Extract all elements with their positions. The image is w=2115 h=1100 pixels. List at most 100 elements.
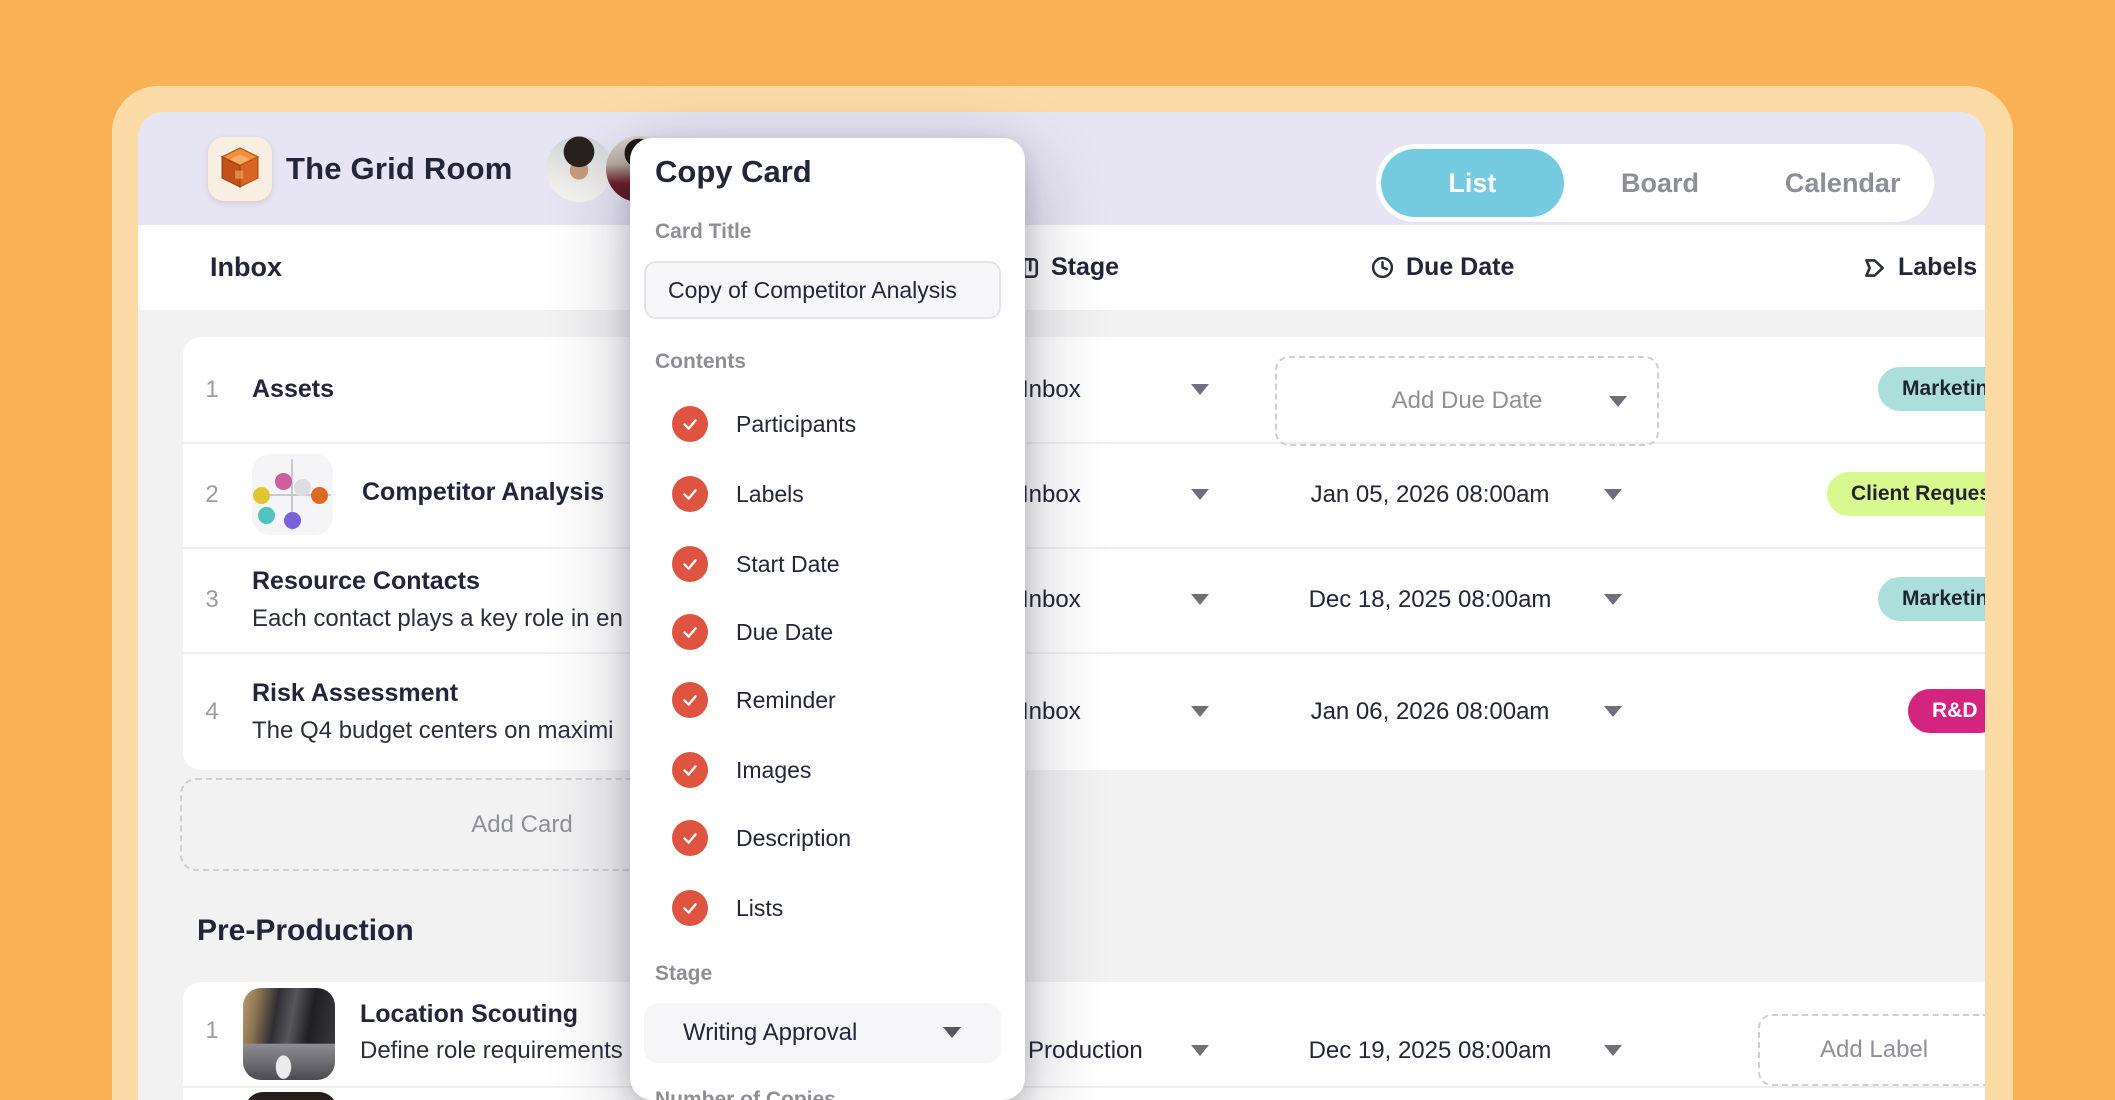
add-due-date-label: Add Due Date (1391, 387, 1543, 414)
chevron-down-icon (943, 1027, 961, 1038)
row-number: 4 (205, 698, 219, 725)
checkbox-label: Images (736, 756, 812, 783)
checkbox-row[interactable]: Description (672, 820, 851, 856)
column-header-due-date-label: Due Date (1406, 253, 1515, 281)
tab-calendar[interactable]: Calendar (1784, 167, 1901, 198)
stage-select[interactable]: Inbox (1022, 698, 1081, 725)
section-title-inbox: Inbox (210, 252, 282, 282)
checkbox-row[interactable]: Participants (672, 406, 856, 442)
checkbox-checked-icon[interactable] (672, 682, 708, 718)
chart-dot (311, 487, 329, 505)
chevron-down-icon[interactable] (1191, 1045, 1209, 1056)
chevron-down-icon[interactable] (1191, 489, 1209, 500)
chevron-down-icon (1609, 396, 1627, 407)
card-thumbnail-chart[interactable] (252, 454, 333, 535)
modal-title: Copy Card (655, 154, 812, 189)
clock-icon (1371, 256, 1394, 279)
card-title-label: Card Title (655, 220, 752, 243)
checkbox-label: Lists (736, 894, 784, 921)
chevron-down-icon[interactable] (1604, 594, 1622, 605)
card-title[interactable]: Location Scouting (360, 1000, 579, 1028)
chart-axis (253, 493, 332, 496)
chart-dot (284, 511, 302, 529)
checkbox-label: Labels (736, 480, 804, 507)
card-title[interactable]: Assets (252, 375, 334, 403)
stage-select[interactable]: Production (1028, 1037, 1143, 1064)
checkbox-label: Description (736, 824, 852, 851)
column-header-due-date: Due Date (1370, 225, 1514, 310)
stage-dropdown-value: Writing Approval (683, 1019, 858, 1046)
due-date-value[interactable]: Dec 18, 2025 08:00am (1308, 586, 1552, 613)
avatar[interactable] (546, 136, 612, 202)
add-label-text: Add Label (1820, 1036, 1929, 1063)
checkbox-checked-icon[interactable] (672, 752, 708, 788)
checkbox-row[interactable]: Due Date (672, 614, 833, 650)
card-title[interactable]: Resource Contacts (252, 567, 480, 595)
due-date-value[interactable]: Dec 19, 2025 08:00am (1308, 1037, 1552, 1064)
view-switcher: List Board Calendar (1376, 144, 1934, 222)
chevron-down-icon[interactable] (1604, 489, 1622, 500)
tab-list[interactable]: List (1381, 149, 1564, 217)
checkbox-row[interactable]: Start Date (672, 546, 840, 582)
checkbox-label: Participants (736, 410, 857, 437)
column-header-stage-label: Stage (1051, 253, 1120, 281)
row-divider (183, 442, 1985, 444)
checkbox-checked-icon[interactable] (672, 614, 708, 650)
add-card-label: Add Card (471, 810, 573, 838)
checkbox-row[interactable]: Labels (672, 476, 804, 512)
row-number: 2 (205, 481, 219, 508)
cube-logo-icon (220, 147, 260, 188)
checkbox-checked-icon[interactable] (672, 406, 708, 442)
stage-select[interactable]: Inbox (1022, 376, 1081, 403)
card-thumbnail-photo[interactable] (243, 988, 335, 1080)
contents-label: Contents (655, 350, 746, 373)
chevron-down-icon[interactable] (1604, 706, 1622, 717)
chevron-down-icon[interactable] (1191, 384, 1209, 395)
due-date-value[interactable]: Jan 06, 2026 08:00am (1310, 698, 1550, 725)
checkbox-row[interactable]: Lists (672, 890, 783, 926)
checkbox-checked-icon[interactable] (672, 546, 708, 582)
due-date-value[interactable]: Jan 05, 2026 08:00am (1310, 481, 1550, 508)
chevron-down-icon[interactable] (1604, 1045, 1622, 1056)
add-due-date-button[interactable]: Add Due Date (1275, 356, 1659, 446)
card-title[interactable]: Risk Assessment (252, 679, 459, 707)
chart-dot (274, 473, 292, 491)
checkbox-label: Start Date (736, 550, 840, 577)
label-pill[interactable]: Marketing (1878, 367, 1985, 411)
add-label-button[interactable]: Add Label (1758, 1014, 1985, 1086)
card-thumbnail-photo[interactable] (245, 1092, 337, 1100)
stage-select[interactable]: Inbox (1022, 586, 1081, 613)
row-number: 3 (205, 586, 219, 613)
chart-dot (258, 506, 276, 524)
chevron-down-icon[interactable] (1191, 594, 1209, 605)
card-title[interactable]: Competitor Analysis (362, 478, 605, 506)
app-window: The Grid Room List Board Calendar Inbox … (138, 112, 1985, 1100)
tab-board[interactable]: Board (1621, 167, 1700, 198)
stage-dropdown[interactable]: Writing Approval (644, 1003, 1001, 1063)
row-number: 1 (205, 1017, 219, 1044)
checkbox-row[interactable]: Reminder (672, 682, 836, 718)
chevron-down-icon[interactable] (1191, 706, 1209, 717)
number-of-copies-label: Number of Copies (655, 1088, 836, 1100)
card-title-input[interactable] (644, 261, 1001, 319)
row-divider (183, 547, 1985, 549)
checkbox-checked-icon[interactable] (672, 476, 708, 512)
checkbox-row[interactable]: Images (672, 752, 811, 788)
chart-dot (252, 487, 270, 505)
chart-dot (294, 479, 312, 497)
column-header-labels-label: Labels (1898, 253, 1978, 281)
card-subtitle: Each contact plays a key role in en (252, 605, 623, 632)
label-pill[interactable]: Marketing (1878, 577, 1985, 621)
stage-select[interactable]: Inbox (1022, 481, 1081, 508)
label-pill[interactable]: R&D (1908, 689, 1985, 733)
card-subtitle: The Q4 budget centers on maximi (252, 717, 614, 744)
pre-production-group: 1 Location Scouting Define role requirem… (183, 982, 1985, 1100)
checkbox-checked-icon[interactable] (672, 890, 708, 926)
label-pill[interactable]: Client Request (1827, 472, 1985, 516)
copy-card-modal: Copy Card Card Title Contents Participan… (630, 138, 1025, 1100)
checkbox-checked-icon[interactable] (672, 820, 708, 856)
tag-icon (1865, 258, 1884, 277)
checkbox-label: Due Date (736, 618, 834, 645)
column-header-labels: Labels (1861, 225, 1977, 310)
